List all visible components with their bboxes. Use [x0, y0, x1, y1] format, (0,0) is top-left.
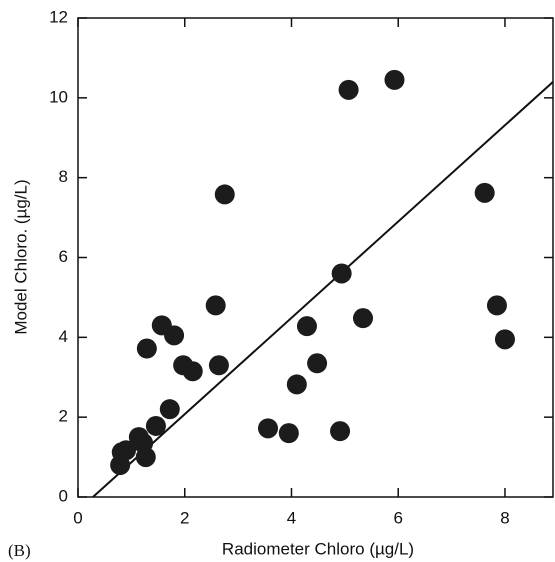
y-tick-label: 0 [59, 486, 68, 505]
data-point [353, 308, 373, 329]
data-point [338, 79, 359, 100]
fit-line [92, 81, 553, 497]
data-point [474, 182, 495, 203]
data-point [135, 447, 156, 468]
y-tick-label: 4 [59, 327, 68, 346]
y-tick-label: 12 [49, 7, 68, 26]
data-point [494, 329, 515, 350]
plot-area [92, 69, 553, 497]
y-tick-label: 2 [59, 407, 68, 426]
data-point [145, 415, 166, 436]
data-point [136, 338, 157, 359]
data-point [164, 325, 185, 346]
data-point [286, 374, 307, 395]
data-point [278, 423, 299, 444]
data-point [205, 295, 226, 316]
data-point [159, 399, 180, 420]
x-axis-label: Radiometer Chloro (µg/L) [222, 539, 414, 558]
data-point [307, 353, 328, 374]
x-tick-label: 2 [180, 508, 189, 527]
y-tick-label: 6 [59, 247, 68, 266]
y-tick-label: 8 [59, 167, 68, 186]
data-point [182, 361, 203, 382]
data-point [296, 316, 317, 337]
x-tick-label: 0 [73, 508, 82, 527]
y-axis-label: Model Chloro. (µg/L) [11, 179, 30, 334]
x-tick-label: 4 [287, 508, 296, 527]
x-tick-label: 8 [500, 508, 509, 527]
data-point [214, 184, 235, 205]
data-point [486, 295, 507, 316]
panel-label: (B) [8, 541, 31, 560]
data-point [116, 440, 137, 461]
data-point [330, 421, 351, 442]
data-point [208, 355, 229, 376]
data-point [258, 418, 278, 439]
x-tick-label: 6 [393, 508, 402, 527]
y-tick-label: 10 [49, 87, 68, 106]
data-point [384, 69, 405, 90]
data-point [331, 263, 352, 284]
